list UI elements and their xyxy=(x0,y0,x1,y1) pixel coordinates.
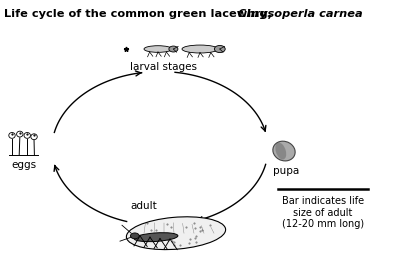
Text: eggs: eggs xyxy=(12,160,36,170)
Text: pupa: pupa xyxy=(273,166,299,176)
Ellipse shape xyxy=(9,132,15,138)
Ellipse shape xyxy=(273,141,295,161)
Ellipse shape xyxy=(17,131,23,137)
Text: adult: adult xyxy=(131,201,157,211)
Ellipse shape xyxy=(169,46,178,52)
Ellipse shape xyxy=(214,46,225,52)
Ellipse shape xyxy=(275,143,286,160)
Text: Chrysoperla carnea: Chrysoperla carnea xyxy=(238,9,363,19)
Ellipse shape xyxy=(130,233,139,239)
Ellipse shape xyxy=(31,134,37,140)
Ellipse shape xyxy=(126,217,226,250)
Ellipse shape xyxy=(144,46,172,52)
Text: Life cycle of the common green lacewing,: Life cycle of the common green lacewing, xyxy=(4,9,280,19)
Text: larval stages: larval stages xyxy=(130,62,198,72)
Ellipse shape xyxy=(182,45,218,53)
Text: Bar indicates life
size of adult
(12-20 mm long): Bar indicates life size of adult (12-20 … xyxy=(282,196,364,229)
Ellipse shape xyxy=(134,233,178,242)
Ellipse shape xyxy=(24,132,30,138)
